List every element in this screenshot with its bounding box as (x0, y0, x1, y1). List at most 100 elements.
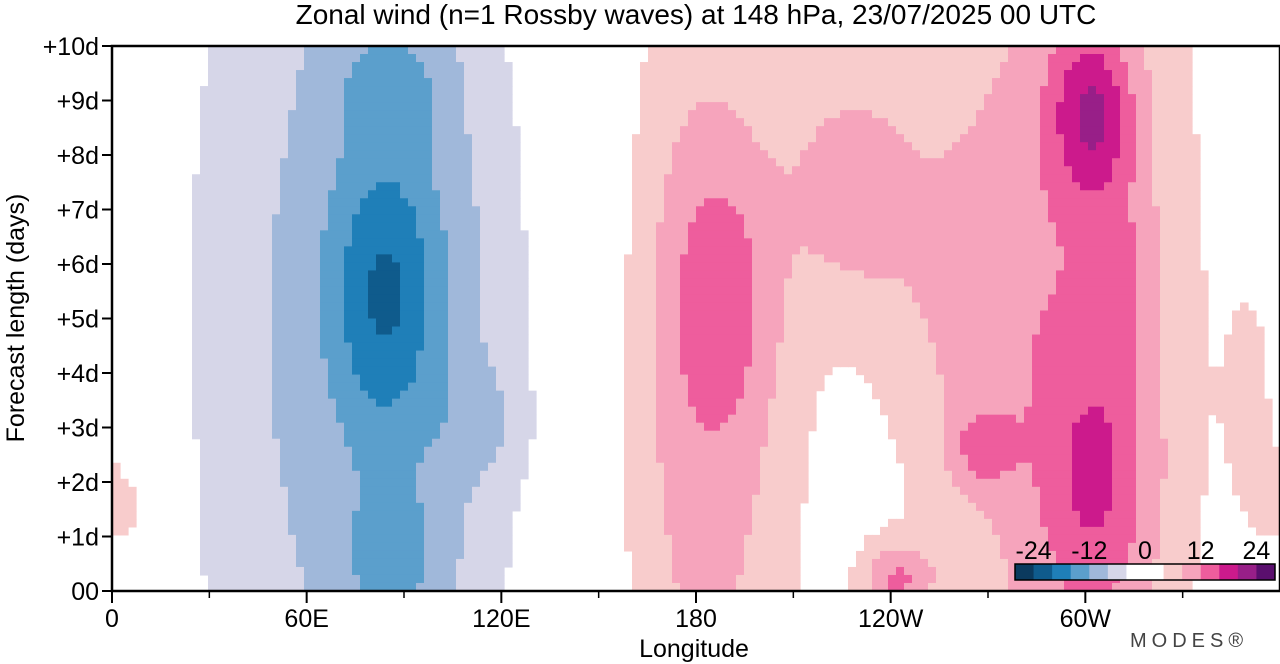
contour-cell (672, 550, 681, 560)
contour-cell (320, 510, 329, 520)
contour-cell (704, 558, 713, 568)
contour-cell (648, 542, 657, 552)
contour-cell (232, 374, 241, 384)
contour-cell (248, 446, 257, 456)
contour-cell (216, 518, 225, 528)
contour-cell (464, 438, 473, 448)
contour-cell (624, 302, 633, 312)
contour-cell (872, 286, 881, 296)
contour-cell (416, 454, 425, 464)
contour-cell (384, 558, 393, 568)
contour-cell (480, 110, 489, 119)
contour-cell (272, 358, 281, 368)
contour-cell (824, 206, 833, 215)
contour-cell (704, 302, 713, 312)
contour-cell (656, 206, 665, 215)
contour-cell (800, 174, 809, 183)
contour-cell (304, 142, 313, 151)
contour-cell (248, 134, 257, 143)
contour-cell (896, 358, 905, 368)
contour-cell (448, 574, 457, 584)
contour-cell (360, 102, 369, 111)
contour-cell (304, 302, 313, 312)
contour-cell (192, 358, 201, 368)
contour-cell (496, 582, 505, 592)
contour-cell (744, 190, 753, 199)
contour-cell (288, 542, 297, 552)
contour-cell (688, 214, 697, 223)
contour-cell (392, 142, 401, 151)
contour-cell (504, 286, 513, 296)
contour-cell (232, 366, 241, 376)
contour-cell (704, 374, 713, 384)
contour-cell (856, 334, 865, 344)
contour-cell (232, 294, 241, 304)
contour-cell (264, 406, 273, 416)
contour-cell (432, 334, 441, 344)
contour-cell (368, 118, 377, 127)
contour-cell (512, 302, 521, 312)
contour-cell (352, 382, 361, 392)
contour-cell (296, 94, 305, 103)
contour-cell (248, 510, 257, 520)
contour-cell (272, 334, 281, 344)
contour-cell (680, 518, 689, 528)
contour-cell (368, 342, 377, 352)
contour-cell (496, 278, 505, 288)
contour-cell (240, 374, 249, 384)
contour-cell (208, 198, 217, 207)
contour-cell (312, 310, 321, 320)
contour-cell (640, 382, 649, 392)
contour-cell (376, 222, 385, 231)
contour-cell (224, 454, 233, 464)
contour-cell (440, 566, 449, 576)
contour-cell (896, 430, 905, 440)
contour-cell (320, 430, 329, 440)
contour-cell (704, 118, 713, 127)
contour-cell (264, 342, 273, 352)
contour-cell (288, 126, 297, 135)
contour-cell (192, 302, 201, 312)
contour-cell (376, 214, 385, 223)
contour-cell (360, 166, 369, 175)
contour-cell (768, 446, 777, 456)
contour-cell (360, 182, 369, 191)
contour-cell (304, 102, 313, 111)
contour-cell (400, 182, 409, 191)
contour-cell (880, 134, 889, 143)
contour-cell (744, 334, 753, 344)
contour-cell (512, 270, 521, 280)
contour-cell (664, 134, 673, 143)
contour-cell (808, 270, 817, 280)
contour-cell (808, 286, 817, 296)
contour-cell (256, 574, 265, 584)
contour-cell (656, 134, 665, 143)
contour-cell (792, 318, 801, 328)
contour-cell (448, 238, 457, 247)
contour-cell (880, 286, 889, 296)
contour-cell (824, 134, 833, 143)
contour-cell (776, 102, 785, 111)
contour-cell (248, 542, 257, 552)
contour-cell (224, 574, 233, 584)
contour-cell (880, 526, 889, 536)
contour-cell (664, 462, 673, 472)
contour-cell (432, 398, 441, 408)
contour-cell (664, 374, 673, 384)
contour-cell (632, 470, 641, 480)
contour-cell (912, 214, 921, 223)
contour-cell (264, 230, 273, 239)
contour-cell (320, 574, 329, 584)
contour-cell (200, 566, 209, 576)
contour-cell (840, 126, 849, 135)
contour-cell (792, 102, 801, 111)
contour-cell (336, 542, 345, 552)
contour-cell (312, 454, 321, 464)
contour-cell (240, 94, 249, 103)
contour-cell (736, 166, 745, 175)
contour-cell (496, 270, 505, 280)
contour-cell (840, 62, 849, 71)
contour-cell (472, 358, 481, 368)
contour-cell (872, 70, 881, 79)
contour-cell (320, 134, 329, 143)
